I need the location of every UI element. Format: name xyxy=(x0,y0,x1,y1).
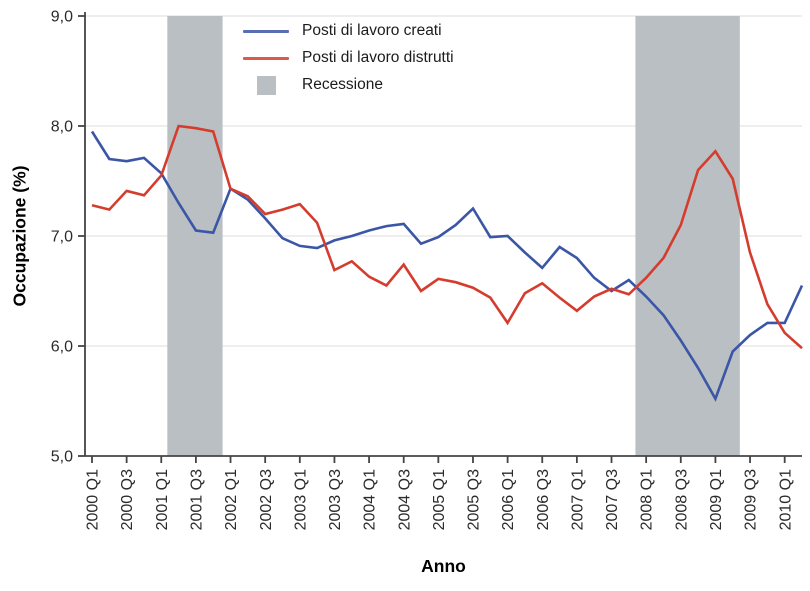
x-tick-label: 2000 Q3 xyxy=(119,469,136,530)
legend: Posti di lavoro creati Posti di lavoro d… xyxy=(243,20,454,96)
x-tick-label: 2009 Q3 xyxy=(743,469,760,530)
y-tick-label: 7,0 xyxy=(51,229,73,246)
x-tick-label: 2010 Q1 xyxy=(777,469,794,530)
x-tick-label: 2000 Q1 xyxy=(85,469,102,530)
legend-item-destroyed: Posti di lavoro distrutti xyxy=(243,47,454,69)
x-tick-label: 2008 Q3 xyxy=(673,469,690,530)
legend-item-created: Posti di lavoro creati xyxy=(243,20,454,42)
x-tick-label: 2003 Q3 xyxy=(327,469,344,530)
y-tick-label: 5,0 xyxy=(51,449,73,466)
x-tick-label: 2002 Q1 xyxy=(223,469,240,530)
recession-box-swatch xyxy=(256,75,276,95)
x-tick-label: 2008 Q1 xyxy=(639,469,656,530)
x-tick-label: 2004 Q3 xyxy=(396,469,413,530)
legend-label-created: Posti di lavoro creati xyxy=(302,22,442,39)
legend-line-swatch-destroyed xyxy=(243,56,289,60)
recession-band xyxy=(167,16,223,456)
x-tick-label: 2005 Q3 xyxy=(466,469,483,530)
legend-box-swatch-recession xyxy=(243,75,289,95)
x-tick-label: 2009 Q1 xyxy=(708,469,725,530)
legend-label-destroyed: Posti di lavoro distrutti xyxy=(302,49,454,66)
series-line-destroyed xyxy=(91,124,803,350)
x-tick-label: 2007 Q1 xyxy=(570,469,587,530)
x-tick-label: 2005 Q1 xyxy=(431,469,448,530)
x-tick-label: 2007 Q3 xyxy=(604,469,621,530)
legend-label-recession: Recessione xyxy=(302,76,383,93)
blue-line-swatch xyxy=(243,29,289,33)
y-tick-label: 9,0 xyxy=(51,9,73,26)
x-tick-label: 2006 Q1 xyxy=(500,469,517,530)
x-tick-label: 2006 Q3 xyxy=(535,469,552,530)
x-tick-label: 2002 Q3 xyxy=(258,469,275,530)
red-line-swatch xyxy=(243,56,289,60)
y-axis-title: Occupazione (%) xyxy=(9,165,30,307)
x-tick-label: 2001 Q1 xyxy=(154,469,171,530)
series-line-created xyxy=(90,130,804,402)
recession-band xyxy=(635,16,740,456)
x-axis-title: Anno xyxy=(421,556,466,576)
x-tick-label: 2004 Q1 xyxy=(362,469,379,530)
x-tick-label: 2001 Q3 xyxy=(189,469,206,530)
y-tick-label: 8,0 xyxy=(51,119,73,136)
x-tick-label: 2003 Q1 xyxy=(292,469,309,530)
y-tick-label: 6,0 xyxy=(51,339,73,356)
legend-item-recession: Recessione xyxy=(243,74,454,96)
legend-line-swatch-created xyxy=(243,29,289,33)
